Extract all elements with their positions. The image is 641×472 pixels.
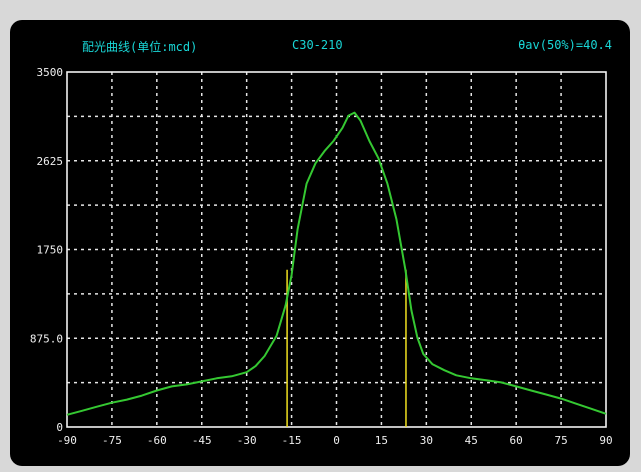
x-tick-label: 0 [333,434,340,447]
x-tick-label: -15 [282,434,302,447]
chart-screen: 配光曲线(单位:mcd) C30-210 θav(50%)=40.4 -90 -7… [10,20,630,466]
x-tick-label: 60 [510,434,523,447]
x-tick-label: -30 [237,434,257,447]
x-tick-label: -75 [102,434,122,447]
beam-angle-label: θav(50%)=40.4 [518,38,612,52]
grid-layer [67,72,606,427]
x-tick-label: 30 [420,434,433,447]
x-tick-label: 75 [554,434,567,447]
plot-frame [66,71,607,428]
chart-model-label: C30-210 [292,38,343,52]
y-tick-label: 0 [56,421,63,434]
y-tick-label: 3500 [37,66,64,79]
x-tick-label: -45 [192,434,212,447]
intensity-curve [66,111,607,416]
tick-labels-layer: -90 -75 -60 -45 -30 -15 0 15 30 45 60 75 90 0 875.0 175… [30,66,613,447]
y-tick-label: 1750 [37,244,64,257]
curve-layer [66,111,607,416]
y-tick-label: 875.0 [30,332,63,345]
x-tick-label: 45 [465,434,478,447]
marker-layer [286,269,407,427]
chart-title: 配光曲线(单位:mcd) [82,40,198,54]
light-distribution-chart: -90 -75 -60 -45 -30 -15 0 15 30 45 60 75 90 0 875.0 175… [30,66,613,447]
x-tick-label: 15 [375,434,388,447]
axes-layer [66,71,607,428]
x-tick-label: -90 [57,434,77,447]
y-tick-label: 2625 [37,155,64,168]
x-tick-label: -60 [147,434,167,447]
x-tick-label: 90 [599,434,612,447]
